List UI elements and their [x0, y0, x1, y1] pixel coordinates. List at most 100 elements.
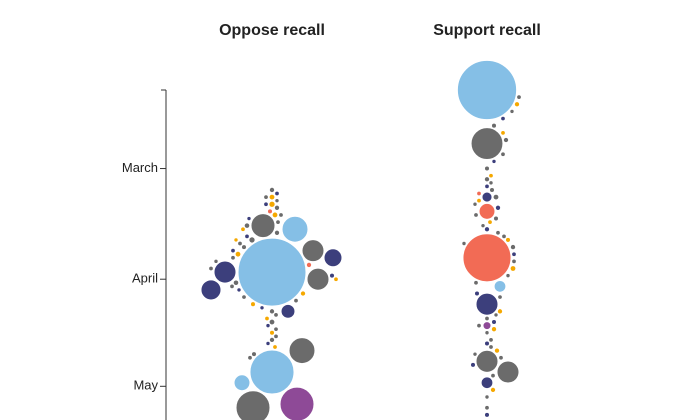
bubble — [484, 412, 490, 417]
bubble — [234, 238, 238, 242]
bubble — [512, 259, 516, 264]
bubble — [462, 241, 466, 246]
bubble — [275, 191, 279, 196]
bubble — [470, 127, 504, 160]
bubble — [281, 215, 309, 243]
bubble — [244, 223, 250, 228]
bubble — [249, 237, 255, 243]
bubble — [474, 280, 478, 285]
bubble — [494, 313, 498, 317]
bubble — [514, 102, 520, 107]
bubble — [269, 187, 275, 193]
bubble — [233, 280, 239, 286]
bubble — [456, 59, 518, 121]
bubble — [269, 337, 275, 343]
bubble — [484, 227, 490, 232]
bubble — [485, 184, 489, 189]
bubble — [510, 244, 516, 250]
bubble — [241, 245, 247, 250]
bubble — [493, 194, 499, 200]
bubble — [506, 273, 510, 278]
bubble — [200, 279, 222, 301]
bubble — [241, 227, 245, 232]
bubble — [242, 295, 246, 299]
bubble — [267, 209, 273, 214]
bubble — [489, 181, 493, 185]
bubble — [300, 291, 306, 296]
bubble — [280, 303, 296, 319]
bubble — [481, 223, 485, 228]
bubble — [470, 362, 476, 367]
bubble — [484, 177, 490, 182]
bubble — [334, 277, 338, 282]
bubble — [491, 327, 497, 332]
bubble — [490, 387, 496, 393]
group-title: Oppose recall — [219, 22, 325, 39]
bubble — [475, 292, 499, 316]
bubble — [269, 201, 275, 207]
y-tick-label: March — [122, 160, 158, 175]
bubble — [288, 337, 316, 365]
bubble — [301, 239, 325, 263]
bubble — [276, 220, 280, 224]
bubble — [499, 355, 503, 360]
bubble — [279, 386, 315, 420]
bubble — [494, 348, 500, 353]
bubble — [481, 191, 493, 203]
bubble — [482, 321, 492, 331]
bubble — [503, 137, 509, 143]
bubble — [269, 309, 275, 314]
bubble — [213, 260, 237, 284]
bubble — [485, 316, 489, 321]
bubble — [323, 248, 343, 268]
bubble — [274, 230, 280, 235]
bubble — [495, 205, 501, 210]
bubble — [496, 360, 520, 384]
bubble — [512, 252, 516, 257]
bubble — [250, 302, 256, 307]
bubble — [274, 313, 278, 317]
bubble — [249, 349, 295, 395]
bubble — [269, 330, 275, 335]
bubble — [294, 298, 298, 303]
bubble — [260, 306, 264, 310]
bubble — [510, 266, 516, 271]
y-tick-label: April — [132, 271, 158, 286]
y-tick-label: May — [133, 378, 158, 393]
bubble — [502, 234, 506, 239]
bubble — [247, 216, 251, 221]
bubble — [491, 123, 497, 128]
bubble — [230, 284, 234, 289]
bubble — [233, 374, 251, 392]
bubble — [238, 241, 242, 246]
bubble — [510, 109, 514, 114]
bubble — [306, 262, 312, 268]
bubble — [214, 259, 218, 264]
bubble — [505, 237, 511, 242]
bubble — [264, 202, 268, 207]
bubble — [269, 194, 275, 200]
bubble — [489, 187, 495, 192]
bubble — [489, 338, 493, 342]
bubble — [496, 230, 500, 235]
bubble — [485, 405, 489, 410]
bubble — [501, 116, 505, 121]
bubble — [489, 345, 493, 349]
bubble — [473, 352, 477, 356]
bubble — [485, 331, 489, 335]
bubble — [474, 291, 480, 296]
bubble — [488, 220, 492, 224]
bubble — [492, 159, 496, 164]
bubble — [477, 191, 481, 196]
bubble — [497, 309, 503, 314]
bubble — [266, 323, 270, 328]
bubble — [489, 173, 493, 178]
bubble — [273, 345, 277, 349]
bubble — [501, 130, 505, 135]
bubble — [265, 316, 269, 321]
bubble — [231, 255, 235, 260]
bubble — [235, 390, 271, 420]
bubble — [462, 233, 512, 283]
bubble — [266, 341, 270, 346]
bubble — [274, 327, 278, 332]
